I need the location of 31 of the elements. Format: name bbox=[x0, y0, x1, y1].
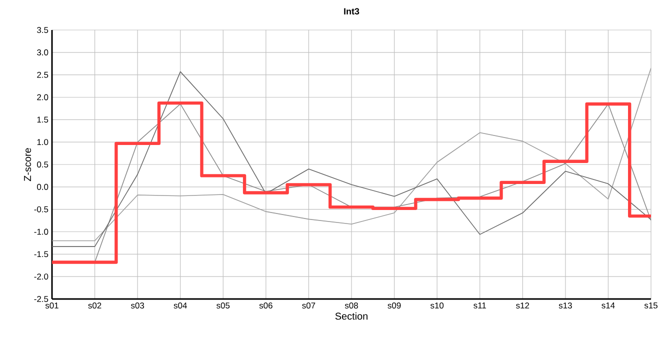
x-tick-label: s03 bbox=[130, 302, 144, 309]
x-tick-label: s01 bbox=[45, 302, 58, 309]
x-tick-label: s11 bbox=[474, 302, 486, 308]
x-tick-label: s08 bbox=[344, 302, 358, 309]
y-tick-label: -1.5 bbox=[34, 251, 48, 258]
x-tick-label: s14 bbox=[602, 302, 615, 308]
x-tick-label: s04 bbox=[174, 302, 187, 309]
y-axis-title: Z-score bbox=[24, 148, 32, 182]
y-tick-label: 3.0 bbox=[37, 49, 48, 56]
y-tick-label: 2.5 bbox=[37, 72, 48, 78]
x-tick-label: s10 bbox=[430, 302, 444, 309]
x-tick-label: s12 bbox=[516, 302, 530, 309]
y-tick-label: 3.5 bbox=[37, 27, 48, 33]
y-tick-label: 2.0 bbox=[37, 94, 48, 100]
x-tick-label: s07 bbox=[302, 302, 316, 309]
y-tick-label: 1.5 bbox=[37, 116, 48, 123]
chart-title: Int3 bbox=[344, 8, 360, 15]
y-tick-label: -1.0 bbox=[34, 228, 48, 235]
x-tick-label: s15 bbox=[644, 302, 658, 308]
x-tick-label: s13 bbox=[558, 302, 572, 309]
y-tick-label: -2.0 bbox=[34, 274, 48, 280]
y-tick-label: 0.5 bbox=[37, 162, 48, 168]
x-tick-label: s09 bbox=[388, 302, 401, 309]
x-tick-label: s06 bbox=[259, 302, 272, 309]
y-tick-label: -0.5 bbox=[34, 206, 48, 212]
x-axis-title: Section bbox=[335, 312, 368, 320]
y-tick-label: 1.0 bbox=[37, 139, 48, 146]
x-tick-label: s05 bbox=[216, 302, 230, 309]
x-tick-label: s02 bbox=[88, 302, 102, 309]
y-tick-label: 0.0 bbox=[37, 184, 48, 190]
y-tick-label: -2.5 bbox=[34, 296, 48, 302]
